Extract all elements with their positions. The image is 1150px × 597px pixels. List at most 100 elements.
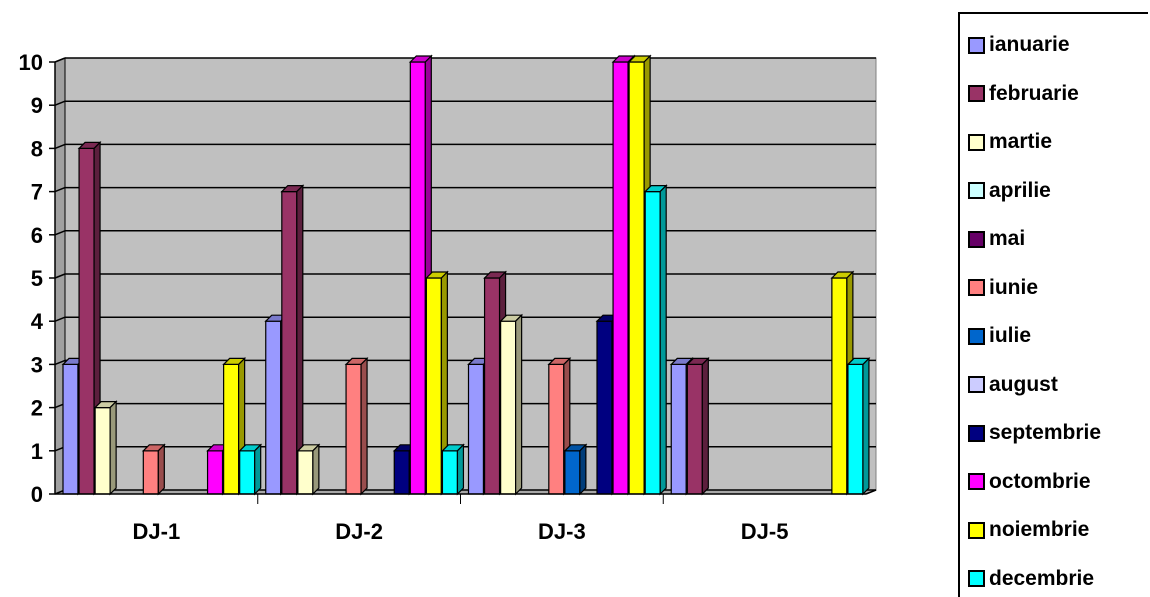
bar-front — [206, 450, 224, 495]
bar — [424, 270, 449, 496]
y-tick-label: 7 — [31, 180, 43, 205]
bar-front — [62, 363, 79, 495]
legend-item: noiembrie — [968, 515, 1089, 545]
bar-side — [515, 313, 523, 496]
bar — [499, 313, 524, 496]
bar-front — [297, 450, 314, 495]
bar-front — [223, 363, 240, 495]
legend-label: noiembrie — [989, 518, 1090, 541]
bar-front — [142, 450, 159, 495]
bar-front — [425, 277, 442, 495]
gridline-diag — [54, 57, 66, 63]
gridline-diag — [54, 273, 66, 279]
legend-label: septembrie — [989, 421, 1102, 444]
bar-side — [456, 443, 465, 496]
legend-item: martie — [968, 127, 1052, 157]
y-tick-label: 9 — [31, 93, 43, 118]
legend-swatch — [968, 133, 985, 151]
bar-front — [596, 320, 613, 495]
bar — [344, 356, 369, 496]
y-tick-labels: 0 1 2 3 4 5 6 7 8 9 10 — [19, 50, 44, 507]
bar-side — [579, 443, 587, 496]
bar-side — [659, 184, 667, 496]
bar-front — [847, 363, 864, 495]
y-tick-label: 5 — [31, 266, 43, 291]
y-tick-label: 8 — [31, 136, 43, 161]
gridline-diag — [54, 230, 66, 236]
legend-swatch — [968, 230, 985, 248]
legend-swatch — [968, 521, 985, 539]
bar-side — [254, 443, 262, 496]
gridline-diag — [54, 359, 66, 366]
bar — [440, 443, 465, 496]
bar-front — [548, 363, 565, 495]
bar-side — [109, 400, 117, 496]
y-tick-label: 10 — [19, 50, 43, 75]
legend-label: mai — [989, 227, 1026, 250]
bar-front — [831, 277, 848, 495]
legend-label: octombrie — [989, 469, 1091, 493]
bar-front — [644, 191, 661, 495]
bar — [643, 184, 668, 496]
x-tick-labels: DJ-1 DJ-2 DJ-3 DJ-5 — [133, 519, 789, 544]
legend-label: august — [989, 372, 1058, 396]
bar-front — [265, 320, 282, 495]
x-tick-label: DJ-5 — [741, 519, 789, 544]
bar — [77, 140, 102, 496]
x-tick-label: DJ-3 — [538, 519, 586, 544]
legend-item: iunie — [968, 273, 1038, 303]
bar-front — [409, 61, 426, 495]
bar — [685, 356, 710, 496]
bar-front — [686, 363, 703, 495]
bar-side — [862, 356, 870, 496]
gridline-diag — [54, 143, 66, 150]
x-axis-end — [865, 489, 877, 495]
y-tick-label: 0 — [31, 482, 43, 507]
legend-swatch — [968, 570, 985, 587]
legend-label: iulie — [989, 324, 1032, 347]
legend-swatch — [968, 473, 985, 490]
y-tick-label: 4 — [31, 309, 44, 334]
bars — [61, 54, 871, 496]
legend-label: ianuarie — [989, 33, 1070, 56]
axes — [49, 61, 877, 495]
bar-front — [281, 191, 298, 495]
bar-front — [612, 61, 629, 495]
legend-label: decembrie — [989, 566, 1095, 590]
gridline-diag — [54, 316, 66, 322]
gridline-diag — [54, 186, 66, 193]
bar-front — [94, 407, 111, 495]
legend-item: ianuarie — [968, 30, 1070, 60]
bar-front — [500, 320, 517, 495]
legend-label: iunie — [989, 275, 1039, 299]
bar-front — [670, 363, 687, 495]
legend-label: martie — [989, 130, 1053, 153]
bar-chart: 0 1 2 3 4 5 6 7 8 9 10 DJ-1 DJ-2 DJ-3 DJ-5 — [19, 50, 877, 544]
legend-swatch — [968, 85, 985, 102]
bar — [296, 443, 321, 496]
bar-front — [441, 450, 459, 495]
bar-front — [78, 147, 95, 495]
y-tick-label: 6 — [31, 223, 43, 248]
legend-item: februarie — [968, 79, 1079, 109]
bar-side — [157, 443, 165, 496]
legend-swatch — [968, 424, 985, 442]
bar-front — [564, 450, 581, 495]
bar — [830, 270, 855, 496]
x-tick-label: DJ-2 — [335, 519, 383, 544]
plot-area — [54, 57, 877, 495]
legend-item: aprilie — [968, 176, 1051, 206]
legend-item: decembrie — [968, 564, 1094, 594]
legend-label: februarie — [989, 81, 1079, 105]
bar-side — [312, 443, 320, 496]
bar — [280, 184, 305, 496]
gridline-diag — [54, 100, 66, 106]
bar — [846, 356, 871, 496]
legend-swatch — [968, 36, 985, 54]
legend-label: aprilie — [989, 178, 1051, 202]
legend-item: mai — [968, 224, 1025, 254]
legend-item: iulie — [968, 321, 1031, 351]
bar-side — [701, 356, 709, 496]
bar — [141, 443, 166, 496]
bar-front — [345, 363, 362, 495]
